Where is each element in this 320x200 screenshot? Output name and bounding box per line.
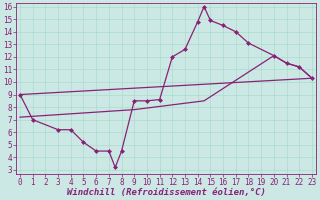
X-axis label: Windchill (Refroidissement éolien,°C): Windchill (Refroidissement éolien,°C) [67,188,265,197]
